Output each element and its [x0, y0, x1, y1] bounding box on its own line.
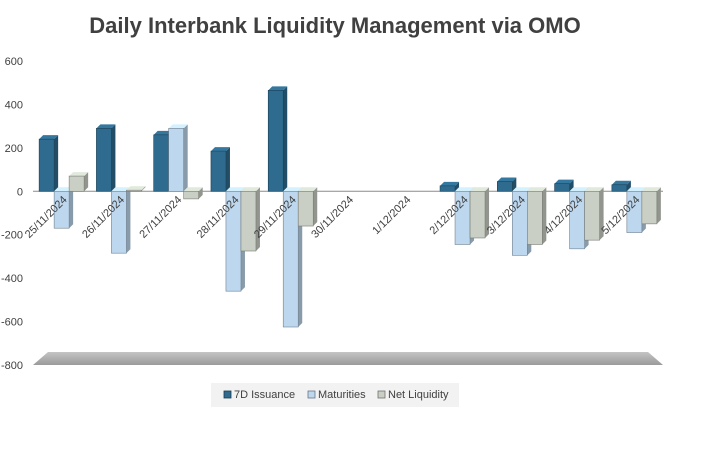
bars-layer — [38, 86, 661, 328]
bar-net-liquidity — [297, 187, 318, 227]
legend-swatch — [223, 390, 232, 399]
legend-label: Net Liquidity — [388, 389, 449, 401]
y-tick-label: 400 — [5, 99, 23, 111]
x-tick-label: 1/12/2024 — [370, 194, 413, 237]
legend-item: Maturities — [307, 389, 366, 401]
legend-label: Maturities — [318, 389, 366, 401]
bar-net-liquidity — [469, 187, 490, 239]
y-tick-label: 0 — [17, 186, 23, 198]
legend-swatch — [307, 390, 316, 399]
bar-net-liquidity — [641, 187, 661, 225]
bar-7d-issuance — [439, 181, 460, 192]
bar-7d-issuance — [38, 135, 59, 192]
bar-net-liquidity — [68, 172, 89, 192]
legend-swatch — [377, 390, 386, 399]
y-tick-label: -400 — [1, 273, 23, 285]
y-tick-label: -200 — [1, 230, 23, 242]
chart-floor — [33, 352, 663, 365]
legend-item: Net Liquidity — [377, 389, 449, 401]
legend-background — [211, 383, 459, 407]
bar-7d-issuance — [96, 124, 116, 192]
bar-maturities — [168, 124, 188, 192]
legend-item: 7D Issuance — [223, 389, 295, 401]
chart-legend: 7D Issuance Maturities Net Liquidity — [211, 383, 459, 407]
bar-net-liquidity — [126, 186, 146, 192]
bar-maturities — [111, 187, 131, 254]
y-axis-labels: 600 400 200 0 -200 -400 -600 -800 — [1, 56, 23, 372]
y-tick-label: 600 — [5, 56, 23, 68]
bar-net-liquidity — [527, 187, 547, 245]
y-tick-label: -800 — [1, 360, 23, 372]
bar-net-liquidity — [183, 187, 203, 200]
y-tick-label: 200 — [5, 143, 23, 155]
bar-7d-issuance — [210, 147, 230, 192]
bar-7d-issuance — [554, 179, 574, 192]
bar-7d-issuance — [497, 177, 517, 192]
y-tick-label: -600 — [1, 317, 23, 329]
bar-maturities — [53, 187, 74, 229]
chart-title: Daily Interbank Liquidity Management via… — [89, 13, 580, 38]
bar-7d-issuance — [267, 86, 288, 192]
legend-label: 7D Issuance — [234, 389, 295, 401]
x-tick-label: 27/11/2024 — [137, 194, 184, 241]
bar-7d-issuance — [611, 180, 631, 192]
bar-net-liquidity — [584, 187, 604, 241]
bar-net-liquidity — [240, 187, 260, 252]
